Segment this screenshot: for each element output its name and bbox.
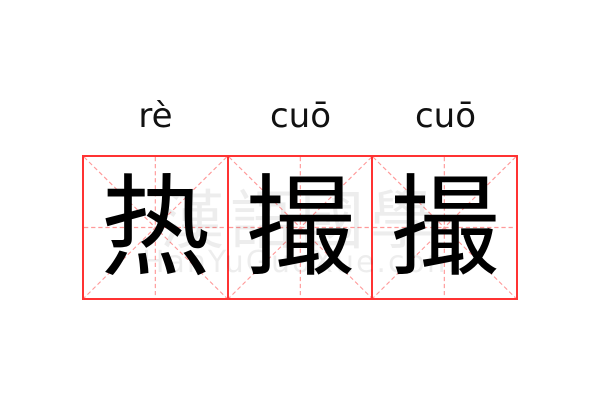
guide-lines <box>228 157 372 298</box>
character: 撮 <box>245 163 355 292</box>
pinyin-3: cuō <box>414 96 477 136</box>
character: 撮 <box>389 163 500 292</box>
pinyin-1: rè <box>138 96 173 136</box>
character-grid: 热 撮 撮 <box>82 155 518 300</box>
pinyin-2: cuō <box>269 96 332 136</box>
character-cell: 热 <box>84 157 227 298</box>
guide-lines <box>373 157 517 298</box>
guide-lines <box>84 157 227 298</box>
character-cell: 撮 <box>226 157 372 298</box>
character: 热 <box>100 163 211 292</box>
character-cell: 撮 <box>371 157 517 298</box>
